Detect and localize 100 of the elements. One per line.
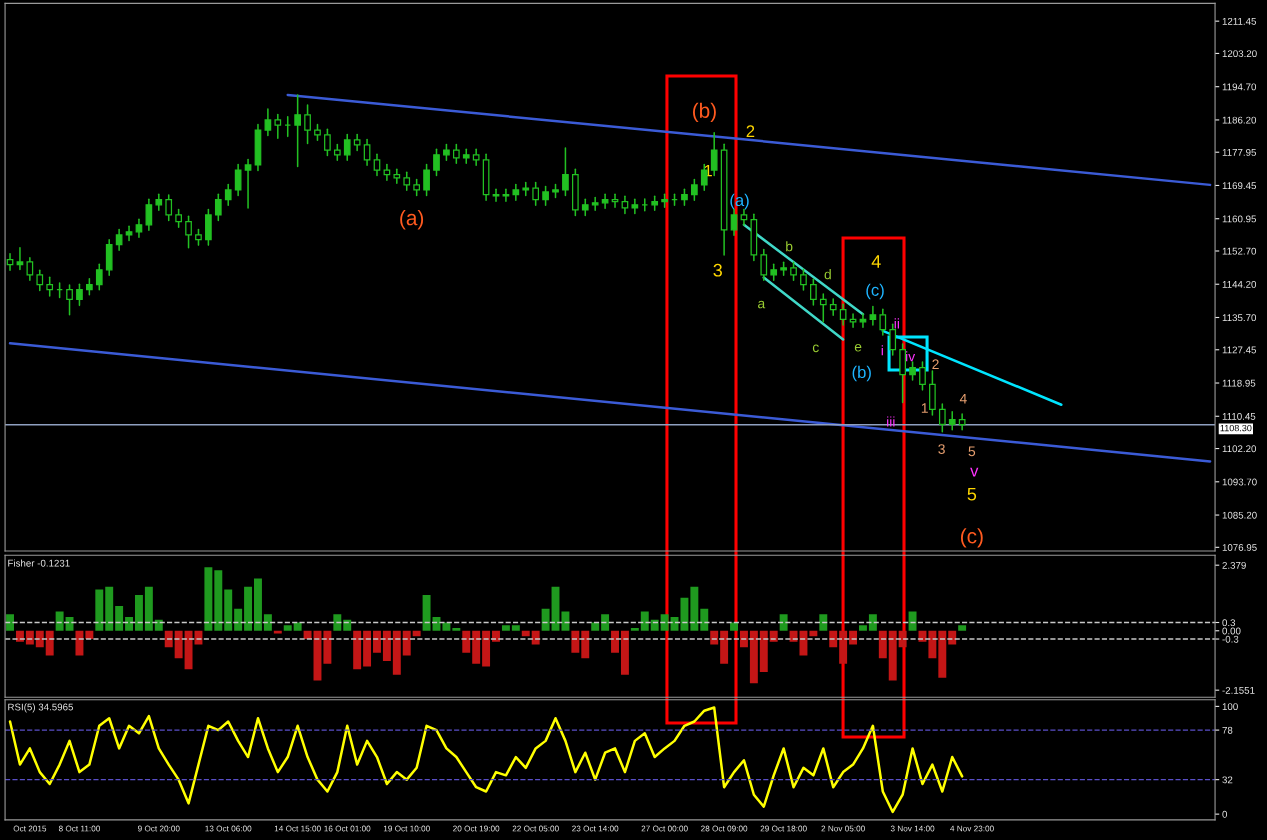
candlestick: [76, 283, 83, 307]
annotation: c: [812, 344, 819, 353]
bar: [25, 630, 34, 645]
candlestick: [264, 108, 272, 137]
x-tick-label: 28 Oct 09:00: [701, 825, 748, 832]
candlestick: [324, 128, 331, 157]
bar: [511, 625, 520, 631]
bar: [214, 570, 223, 631]
x-tick-label: 27 Oct 00:00: [641, 825, 688, 832]
bar: [254, 578, 262, 631]
bar: [422, 594, 431, 631]
candlestick: [234, 163, 242, 197]
candlestick: [185, 215, 192, 249]
candlestick: [522, 181, 530, 197]
y-tick-label: 1186.20: [1222, 116, 1257, 124]
candlestick: [562, 147, 569, 197]
bar: [95, 589, 104, 631]
x-tick-label: 3 Nov 14:00: [890, 825, 935, 832]
y-tick-label: 1211.45: [1222, 17, 1257, 25]
bar: [521, 630, 530, 637]
x-tick-label: 20 Oct 19:00: [453, 825, 500, 832]
candlestick: [800, 268, 807, 291]
candlestick: [165, 194, 173, 222]
bar: [561, 611, 570, 631]
candlestick: [16, 247, 24, 271]
y-tick-label: 0: [1222, 810, 1228, 818]
bar: [779, 614, 788, 631]
bar: [710, 630, 719, 645]
bar: [323, 630, 332, 664]
y-tick-label: 78: [1222, 726, 1233, 734]
y-tick-label: 100: [1222, 703, 1238, 711]
annotation: e: [854, 343, 862, 352]
candlestick: [611, 193, 619, 208]
bar: [611, 630, 619, 653]
bar: [888, 630, 897, 681]
y-tick-label: 1169.45: [1222, 182, 1257, 190]
bar: [878, 630, 887, 659]
bar: [363, 630, 372, 667]
candlestick: [393, 168, 401, 185]
bar: [373, 630, 381, 653]
bar: [412, 630, 421, 637]
bar: [849, 630, 858, 645]
bar: [482, 630, 491, 667]
annotation: (c): [960, 528, 983, 548]
candlestick: [294, 94, 301, 168]
annotation: d: [824, 269, 831, 280]
candlestick: [46, 276, 54, 297]
candlestick: [115, 228, 123, 251]
annotation: (c): [866, 283, 884, 300]
y-tick-label: -0.3: [1222, 635, 1239, 643]
annotation: 2: [746, 125, 755, 137]
bar: [948, 630, 957, 645]
bar: [958, 625, 967, 631]
annotation: i: [881, 345, 883, 356]
annotation: (a): [400, 209, 424, 230]
bar: [55, 611, 64, 631]
bar: [75, 630, 84, 656]
bar: [730, 622, 738, 631]
bar: [174, 630, 183, 659]
bar: [928, 630, 937, 659]
candlestick: [591, 196, 599, 212]
bar: [472, 630, 481, 664]
bar: [868, 614, 877, 631]
candlestick: [919, 361, 926, 391]
candlestick: [542, 185, 549, 206]
bar: [402, 630, 411, 656]
x-tick-label: 16 Oct 01:00: [324, 825, 371, 832]
bar: [244, 586, 253, 631]
bar: [283, 625, 292, 631]
x-tick-label: 4 Nov 23:00: [950, 825, 994, 832]
y-tick-label: 32: [1222, 776, 1233, 784]
annotation: a: [758, 300, 766, 309]
bar: [115, 605, 124, 631]
candlestick: [879, 308, 887, 336]
candlestick: [601, 193, 609, 210]
x-tick-label: 13 Oct 06:00: [205, 825, 252, 832]
candlestick: [383, 163, 391, 181]
ref-line-label: 1108.30: [1220, 424, 1252, 432]
bar: [353, 630, 362, 670]
candlestick: [452, 143, 460, 165]
annotation: (b): [852, 365, 871, 382]
annotation: ii: [894, 318, 899, 329]
bar: [224, 589, 233, 631]
bar: [392, 630, 401, 675]
x-tick-label: 8 Oct 11:00: [58, 825, 101, 832]
chart-title: Fisher -0.1231: [8, 559, 70, 567]
x-tick-label: 9 Oct 20:00: [138, 825, 180, 832]
candlestick: [363, 138, 371, 167]
candlestick: [373, 153, 381, 177]
bar: [809, 630, 818, 637]
y-tick-label: 1203.20: [1222, 50, 1257, 58]
bar: [65, 616, 74, 631]
candlestick: [36, 269, 44, 292]
candlestick: [532, 181, 540, 206]
candlestick: [343, 133, 351, 161]
bar: [462, 630, 471, 653]
x-tick-label: 2 Nov 05:00: [821, 825, 865, 832]
bar: [640, 611, 649, 631]
x-tick-label: 14 Oct 15:00: [274, 825, 321, 832]
bar: [204, 567, 213, 631]
